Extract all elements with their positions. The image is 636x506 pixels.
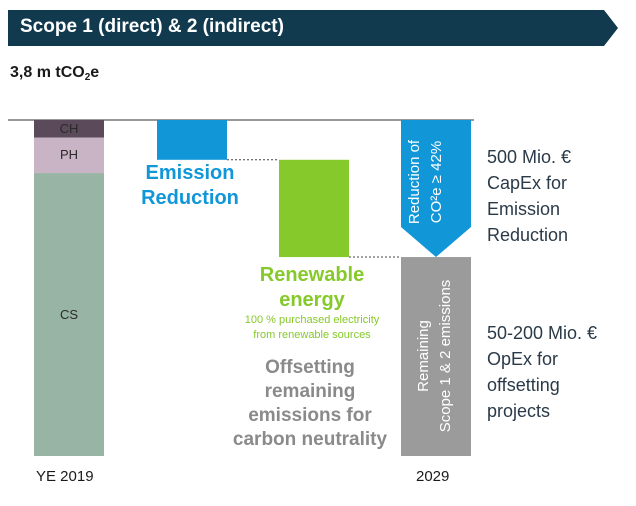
renewable-line-2: energy [279, 289, 345, 311]
total-emissions-label: 3,8 m tCO2e [10, 64, 99, 83]
renewable-note-line-1: 100 % purchased electricity [244, 314, 380, 326]
segment-label-ph: PH [59, 147, 79, 163]
capex-line-3: Emission [487, 199, 561, 219]
emission-reduction-label: Emission Reduction [120, 161, 260, 211]
segment-cs [34, 173, 104, 457]
x-label-ye-2019: YE 2019 [36, 468, 94, 485]
capex-line-1: 500 Mio. € [487, 147, 572, 167]
offset-line-4: carbon neutrality [232, 429, 388, 450]
x-label-2029: 2029 [416, 468, 450, 485]
remaining-emissions-label: Remaining Scope 1 & 2 emissions [413, 266, 457, 446]
emission-line-2: Reduction [141, 187, 239, 209]
renewable-line-1: Renewable [259, 264, 365, 286]
opex-line-1: 50-200 Mio. € [487, 323, 598, 343]
renewable-energy-label: Renewable energy [222, 263, 402, 313]
step-renewable-energy [279, 159, 349, 258]
remaining-line-1: Remaining [415, 320, 432, 392]
offsetting-label: Offsetting remaining emissions for carbo… [212, 356, 408, 452]
remaining-line-2: Scope 1 & 2 emissions [437, 279, 454, 433]
segment-label-ch: CH [59, 120, 79, 136]
renewable-energy-note: 100 % purchased electricity from renewab… [212, 313, 412, 343]
target-reduction-arrow [401, 120, 471, 258]
target-remaining-bar [401, 257, 471, 456]
offset-line-1: Offsetting [265, 357, 355, 378]
total-prefix: 3,8 m tCO [10, 64, 85, 81]
banner-title: Scope 1 (direct) & 2 (indirect) [20, 16, 284, 37]
segment-ph [34, 137, 104, 174]
capex-line-2: CapEx for [487, 173, 568, 193]
capex-line-4: Reduction [487, 225, 569, 245]
renewable-note-line-2: from renewable sources [253, 329, 371, 341]
offset-line-3: emissions for [248, 405, 372, 426]
opex-line-3: offsetting [487, 375, 560, 395]
opex-note: 50-200 Mio. € OpEx for offsetting projec… [487, 320, 597, 424]
offset-line-2: remaining [264, 381, 356, 402]
total-suffix: e [90, 64, 100, 81]
opex-line-2: OpEx for [487, 349, 559, 369]
segment-label-cs: CS [59, 306, 79, 322]
header-banner: Scope 1 (direct) & 2 (indirect) [8, 10, 618, 46]
total-subscript: 2 [84, 72, 91, 83]
emission-line-1: Emission [145, 162, 235, 184]
opex-line-4: projects [487, 401, 551, 421]
reduction-line-1: Reduction of [406, 139, 423, 225]
capex-note: 500 Mio. € CapEx for Emission Reduction [487, 144, 571, 248]
banner-arrow-shape [8, 10, 618, 46]
reduction-target-label: Reduction of CO²e ≥ 42% [404, 102, 448, 262]
segment-ch [34, 120, 104, 138]
step-emission-reduction [157, 120, 227, 160]
reduction-line-2: CO²e ≥ 42% [428, 140, 445, 224]
